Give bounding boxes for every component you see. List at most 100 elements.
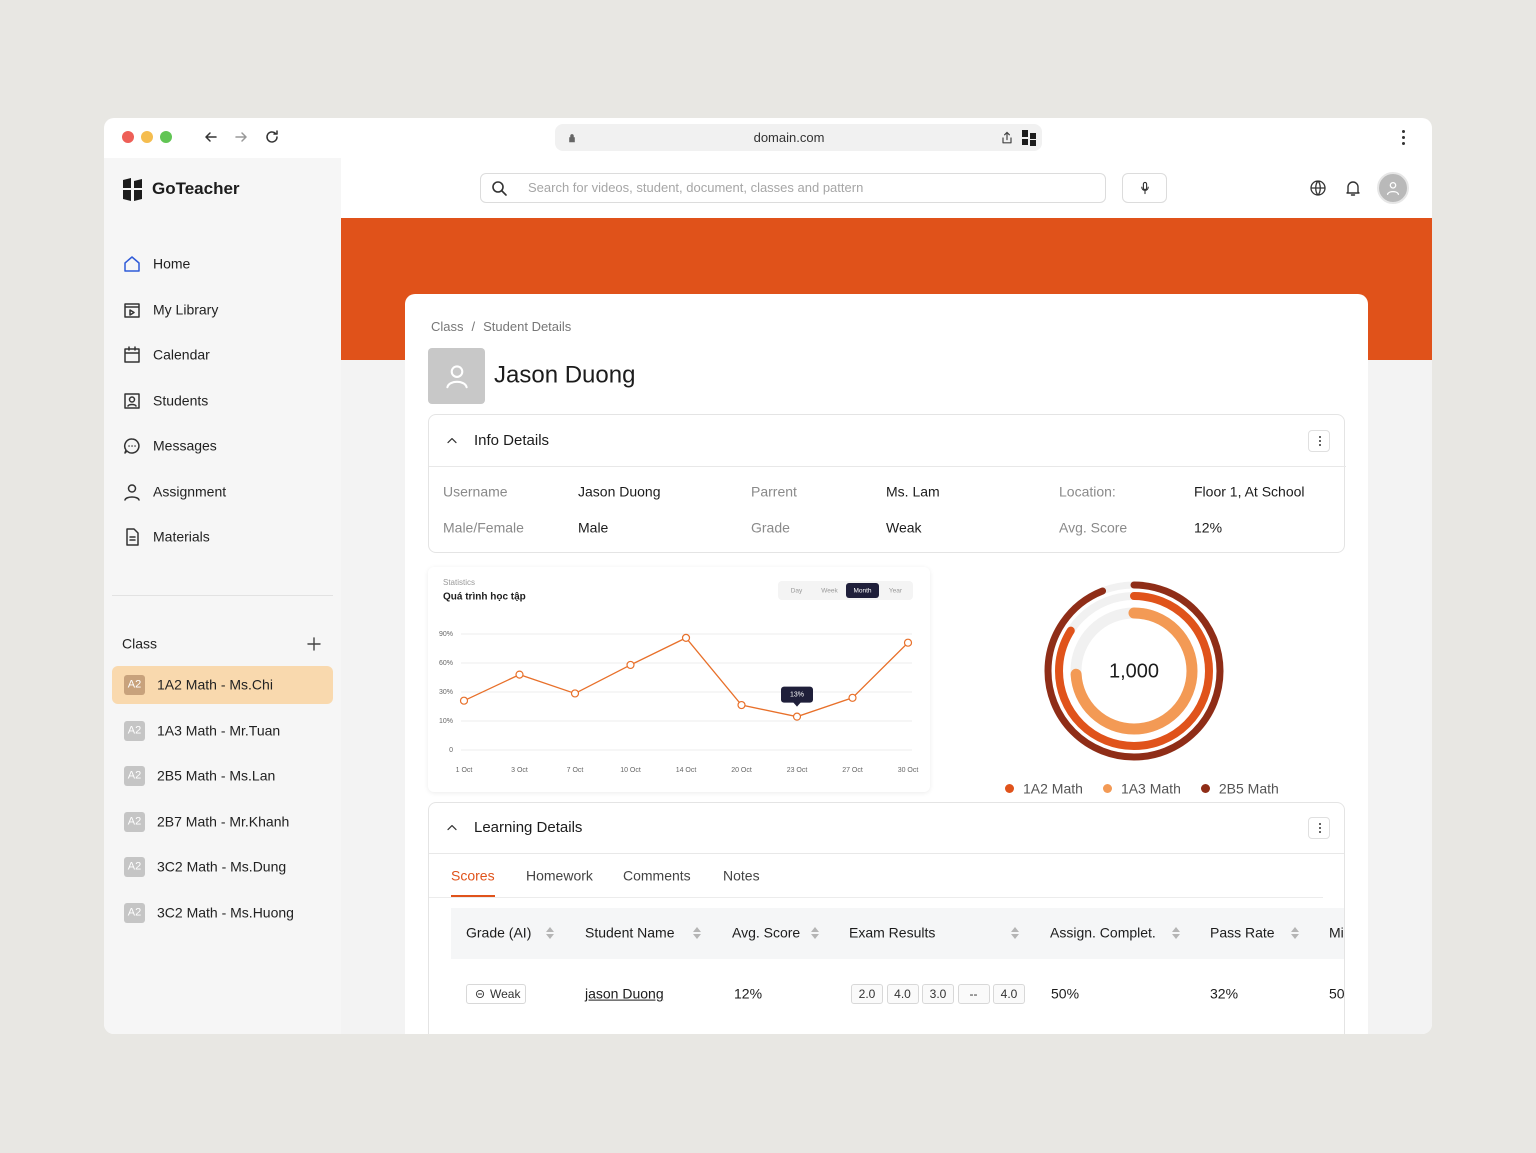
window-control[interactable] [160, 131, 172, 143]
nav-icon-shape [124, 483, 140, 501]
sort-up [693, 927, 701, 932]
menu-dot [1318, 823, 1321, 825]
nav-icon [124, 346, 140, 363]
nav-item[interactable]: Calendar [112, 337, 333, 373]
column-header: Mi [1329, 924, 1344, 941]
period-option[interactable]: Month [853, 588, 871, 595]
x-tick-label: 30 Oct [898, 767, 919, 774]
class-item[interactable]: A2 1A2 Math - Ms.Chi [112, 666, 333, 704]
class-label: 2B5 Math - Ms.Lan [157, 767, 276, 784]
panel-divider [429, 466, 1346, 467]
back-button[interactable] [201, 127, 221, 147]
tab[interactable]: Homework [526, 867, 593, 884]
nav-item[interactable]: Assignment [112, 474, 333, 510]
student-avatar-icon [445, 365, 468, 389]
class-badge: A2 [124, 902, 145, 923]
chart-title: Quá trình học tập [443, 592, 526, 603]
class-item[interactable]: A2 1A3 Math - Mr.Tuan [112, 712, 333, 750]
field-value: Weak [886, 519, 922, 536]
forward-button[interactable] [231, 127, 251, 147]
nav-item[interactable]: Materials [112, 519, 333, 555]
search-box[interactable]: Search for videos, student, document, cl… [480, 173, 1106, 203]
search-placeholder: Search for videos, student, document, cl… [528, 180, 864, 196]
column-header: Pass Rate [1210, 924, 1275, 941]
nav-icon [126, 528, 139, 546]
url-text: domain.com [753, 129, 825, 145]
breadcrumb-item[interactable]: Class [431, 319, 464, 335]
field-value: Jason Duong [578, 483, 661, 500]
sort-down [1011, 934, 1019, 939]
tab[interactable]: Scores [451, 867, 495, 884]
y-tick-label: 10% [439, 718, 453, 725]
menu-dot [1402, 129, 1405, 133]
class-item[interactable]: A2 3C2 Math - Ms.Dung [112, 848, 333, 886]
breadcrumb-item: / [471, 319, 476, 335]
student-link[interactable]: jason Duong [585, 985, 664, 1002]
nav-label: Assignment [153, 483, 227, 500]
add-class-button[interactable] [304, 634, 324, 654]
sort-button[interactable] [1010, 926, 1020, 940]
class-item[interactable]: A2 3C2 Math - Ms.Huong [112, 894, 333, 932]
nav-icon-shape [126, 528, 139, 546]
student-name: Jason Duong [494, 361, 636, 389]
notification-button[interactable] [1343, 178, 1363, 198]
student-card: Class / Student Details Jason Duong Info Det… [405, 294, 1368, 1034]
brand-logo [123, 178, 142, 201]
period-active [846, 583, 879, 598]
reload-button[interactable] [262, 127, 282, 147]
legend-label: 2B5 Math [1218, 780, 1279, 797]
period-option[interactable]: Day [791, 588, 803, 595]
search-icon [492, 181, 507, 196]
window-control[interactable] [141, 131, 153, 143]
chart-subtitle: Statistics [443, 578, 475, 587]
nav-item[interactable]: My Library [112, 292, 333, 328]
tab[interactable]: Notes [723, 867, 760, 884]
exam-score: 4.0 [1000, 986, 1018, 1001]
class-label: 3C2 Math - Ms.Huong [157, 904, 294, 921]
nav-label: My Library [153, 301, 219, 318]
language-button[interactable] [1308, 178, 1328, 198]
table-header [451, 908, 1344, 959]
mic-button[interactable] [1122, 173, 1167, 203]
panel-divider [429, 853, 1344, 854]
window-control[interactable] [122, 131, 134, 143]
nav-item[interactable]: Home [112, 246, 333, 282]
line-series [463, 637, 909, 718]
more-button[interactable] [1308, 430, 1330, 452]
tab-underline [451, 895, 495, 897]
nav-item[interactable]: Students [112, 383, 333, 419]
nav-label: Messages [153, 437, 217, 454]
period-option[interactable]: Week [821, 588, 838, 595]
class-item[interactable]: A2 2B7 Math - Mr.Khanh [112, 803, 333, 841]
logo-shape [123, 178, 142, 201]
sort-button[interactable] [810, 926, 820, 940]
sort-button[interactable] [1290, 926, 1300, 940]
tab[interactable]: Comments [623, 867, 691, 884]
nav-item[interactable]: Messages [112, 428, 333, 464]
sort-down [546, 934, 554, 939]
address-bar[interactable]: domain.com [555, 124, 1042, 151]
sort-down [1291, 934, 1299, 939]
more-button[interactable] [1308, 817, 1330, 839]
column-header: Student Name [585, 924, 675, 941]
data-point [681, 633, 691, 642]
collapse-button[interactable] [444, 433, 460, 449]
class-item[interactable]: A2 2B5 Math - Ms.Lan [112, 757, 333, 795]
sort-button[interactable] [1171, 926, 1181, 940]
field-value: Male [578, 519, 609, 536]
exam-chip: 3.0 [922, 984, 954, 1004]
ring-arc [1070, 607, 1198, 735]
sort-button[interactable] [692, 926, 702, 940]
donut-center-label: 1,000 [1109, 660, 1159, 682]
period-option[interactable]: Year [889, 588, 903, 595]
exam-chip: -- [957, 984, 990, 1004]
collapse-button[interactable] [444, 820, 460, 836]
nav-icon [124, 483, 140, 501]
sort-button[interactable] [545, 926, 555, 940]
legend-label: 1A3 Math [1120, 780, 1181, 797]
sort-down [693, 934, 701, 939]
avatar-button[interactable] [1377, 172, 1409, 204]
tabs-divider [429, 897, 1323, 898]
data-point [626, 660, 635, 670]
exam-score: 3.0 [929, 986, 947, 1001]
